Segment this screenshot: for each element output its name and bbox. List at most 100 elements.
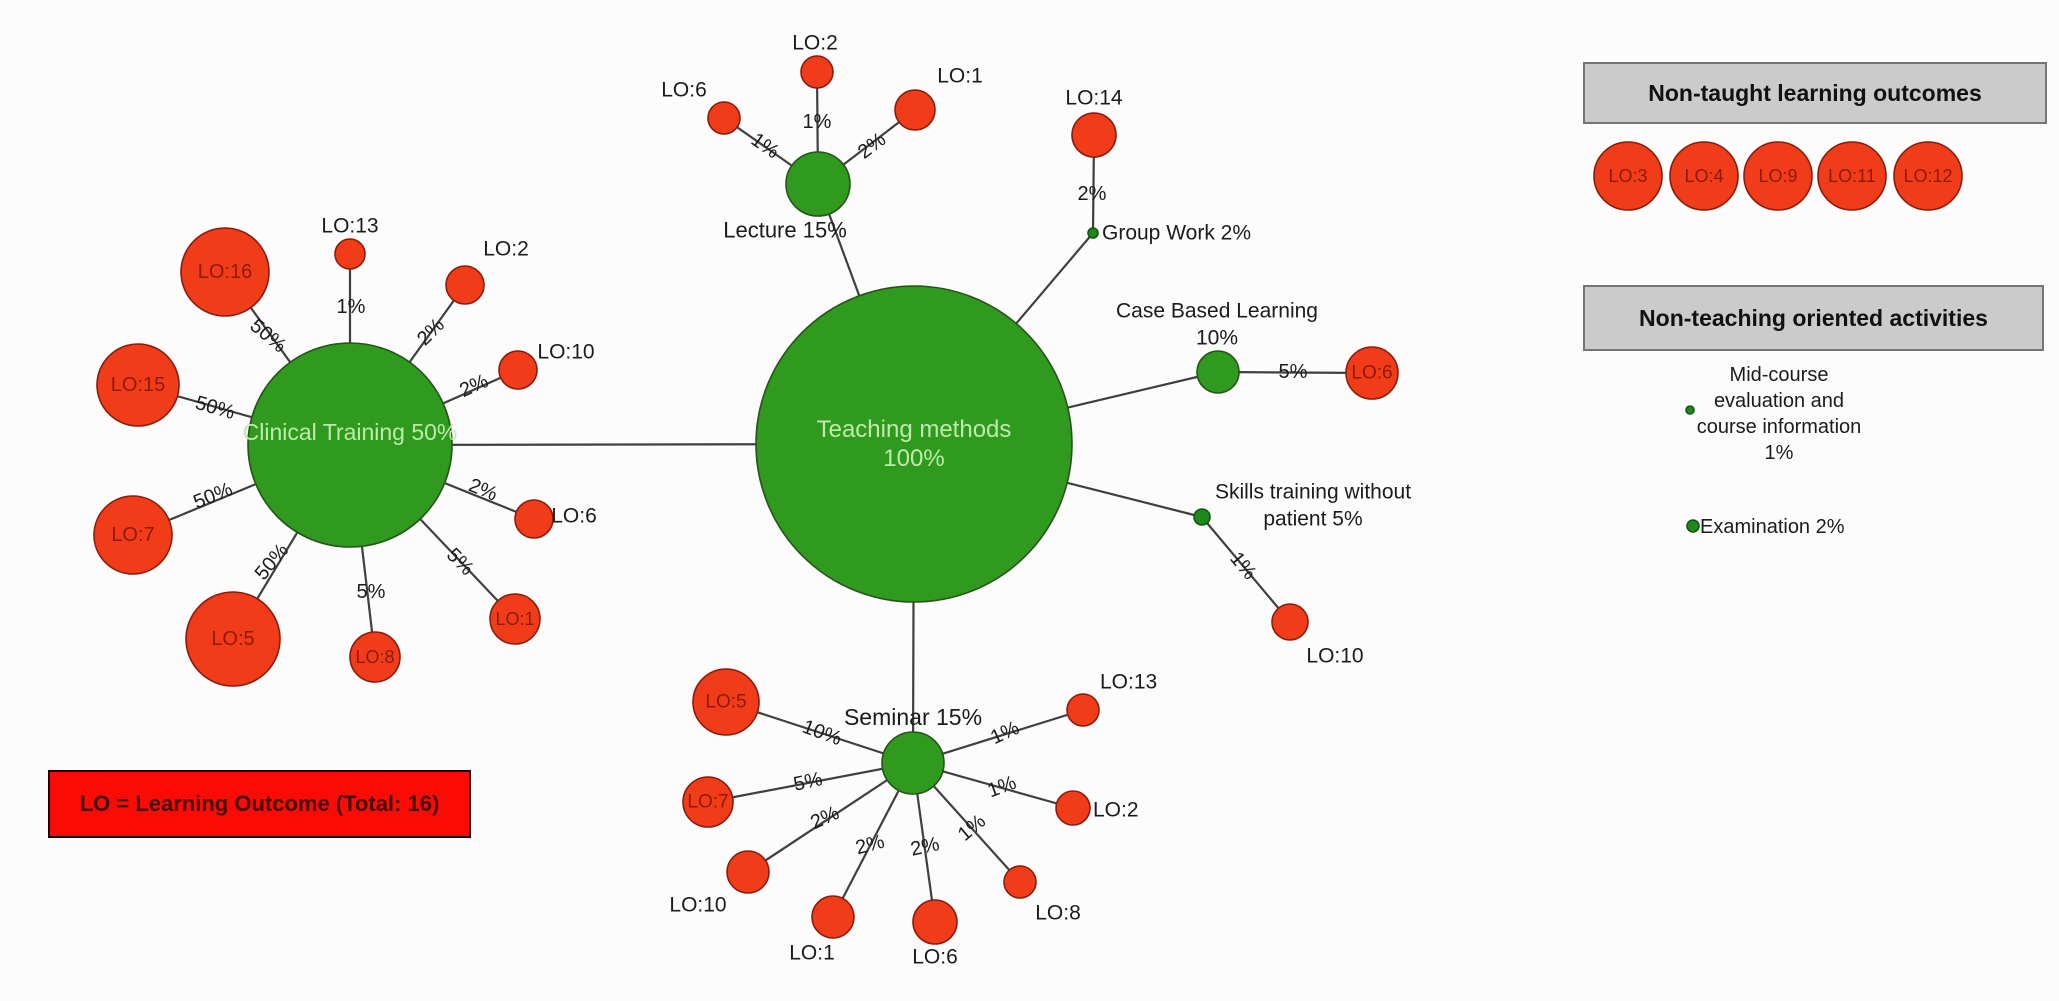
node-label-cli-lo13: LO:13: [321, 215, 378, 238]
node-sem-lo8: [1003, 865, 1037, 899]
edge-label-clinical-cli-lo7: 50%: [190, 478, 236, 513]
node-label-teaching-line2: 100%: [883, 445, 944, 472]
node-label-groupwork: Group Work 2%: [1102, 222, 1251, 245]
node-teaching: [755, 285, 1073, 603]
node-label-cli-lo16: LO:16: [198, 261, 252, 283]
node-label-lecture: Lecture 15%: [723, 218, 847, 243]
node-label-exam-dot: Examination 2%: [1700, 516, 1845, 538]
node-skills: [1193, 508, 1211, 526]
edge-label-clinical-cli-lo13: 1%: [337, 296, 366, 318]
node-label-lec-lo6: LO:6: [661, 79, 707, 102]
node-label-leg-lo9: LO:9: [1758, 166, 1797, 186]
edge-label-clinical-cli-lo8: 5%: [357, 581, 386, 603]
node-leg-lo9: [1743, 141, 1813, 211]
node-label-leg-lo3: LO:3: [1608, 166, 1647, 186]
node-label-seminar: Seminar 15%: [844, 704, 982, 730]
node-leg-lo4: [1669, 141, 1739, 211]
node-clinical: [247, 342, 453, 548]
node-label-sem-lo6: LO:6: [912, 946, 958, 969]
node-label-sem-lo1: LO:1: [789, 942, 835, 965]
node-label-midcourse-dot-line3: course information: [1697, 416, 1862, 438]
edge-label-clinical-cli-lo2: 2%: [413, 314, 449, 350]
node-lec-lo2: [800, 55, 834, 89]
edge-label-seminar-sem-lo7: 5%: [792, 768, 825, 796]
node-cli-lo15: [96, 343, 180, 427]
node-cli-lo5: [185, 591, 281, 687]
node-label-leg-lo12: LO:12: [1903, 166, 1952, 186]
legend-box-non-taught: Non-taught learning outcomes: [1583, 62, 2047, 124]
node-lec-lo1: [894, 89, 936, 131]
node-sem-lo2: [1055, 790, 1091, 826]
node-label-midcourse-dot-line1: Mid-course: [1730, 364, 1829, 386]
edge-label-seminar-sem-lo13: 1%: [987, 717, 1023, 749]
node-label-cli-lo1: LO:1: [495, 609, 534, 629]
node-label-teaching-line1: Teaching methods: [817, 416, 1012, 443]
node-sem-lo5: [692, 668, 760, 736]
node-label-midcourse-dot-line2: evaluation and: [1714, 390, 1844, 412]
edge-label-seminar-sem-lo2: 1%: [985, 772, 1020, 803]
node-groupwork: [1087, 227, 1099, 239]
edge-label-groupwork-lec-lo14: 2%: [1078, 183, 1107, 205]
node-label-sem-lo5: LO:5: [705, 692, 746, 713]
node-label-midcourse-dot-line4: 1%: [1765, 442, 1794, 464]
node-label-cli-lo6: LO:6: [551, 505, 597, 528]
node-lec-lo14: [1071, 112, 1117, 158]
node-label-cbl-line1: Case Based Learning: [1116, 300, 1318, 323]
node-label-cbl-lo6: LO:6: [1351, 363, 1392, 384]
node-sem-lo1: [811, 895, 855, 939]
node-sem-lo6: [912, 899, 958, 945]
node-exam-dot: [1686, 519, 1700, 533]
edge-label-clinical-cli-lo16: 50%: [246, 315, 291, 358]
node-label-skills-line1: Skills training without: [1215, 481, 1411, 504]
node-label-cli-lo15: LO:15: [111, 374, 165, 396]
edge-label-seminar-sem-lo1: 2%: [853, 831, 887, 860]
node-leg-lo12: [1893, 141, 1963, 211]
node-cli-lo6: [514, 499, 554, 539]
edge-label-seminar-sem-lo5: 10%: [799, 716, 844, 750]
node-lecture: [785, 151, 851, 217]
edge-seminar-sem-lo7: [707, 761, 914, 804]
node-midcourse-dot: [1685, 405, 1695, 415]
node-cli-lo7: [93, 495, 173, 575]
edge-seminar-sem-lo10: [747, 762, 914, 873]
node-label-lec-lo1: LO:1: [937, 65, 983, 88]
node-label-lec-lo2: LO:2: [792, 32, 838, 55]
node-cli-lo16: [180, 227, 270, 317]
node-cli-lo2: [445, 265, 485, 305]
node-label-cli-lo2: LO:2: [483, 238, 529, 261]
node-sem-lo10: [726, 850, 770, 894]
node-label-sem-lo2: LO:2: [1093, 799, 1139, 822]
node-sem-lo13: [1066, 693, 1100, 727]
edge-label-clinical-cli-lo5: 50%: [251, 539, 294, 584]
node-label-leg-lo4: LO:4: [1684, 166, 1723, 186]
node-leg-lo11: [1817, 141, 1887, 211]
node-label-cbl-line2: 10%: [1196, 327, 1238, 350]
node-label-ski-lo10: LO:10: [1306, 645, 1363, 668]
node-leg-lo3: [1593, 141, 1663, 211]
node-label-cli-lo10: LO:10: [537, 341, 594, 364]
node-label-sem-lo10: LO:10: [669, 894, 726, 917]
legend-title-non-taught: Non-taught learning outcomes: [1648, 79, 1982, 106]
node-sem-lo7: [682, 776, 734, 828]
node-cli-lo1: [489, 593, 541, 645]
node-ski-lo10: [1271, 603, 1309, 641]
edge-label-skills-ski-lo10: 1%: [1225, 548, 1261, 584]
edge-label-seminar-sem-lo6: 2%: [909, 833, 942, 861]
node-label-cli-lo8: LO:8: [355, 647, 394, 667]
node-label-cli-lo5: LO:5: [211, 628, 254, 650]
node-label-skills-line2: patient 5%: [1263, 508, 1362, 531]
edge-label-lecture-lec-lo6: 1%: [747, 129, 783, 164]
node-seminar: [881, 731, 945, 795]
node-label-leg-lo11: LO:11: [1828, 166, 1876, 186]
edge-skills-ski-lo10: [1201, 516, 1291, 623]
legend-title-non-teaching: Non-teaching oriented activities: [1639, 304, 1988, 331]
node-cli-lo8: [349, 631, 401, 683]
node-label-sem-lo13: LO:13: [1100, 671, 1157, 694]
edge-label-lecture-lec-lo2: 1%: [803, 111, 832, 133]
node-lec-lo6: [707, 101, 741, 135]
lo-definition-text: LO = Learning Outcome (Total: 16): [79, 791, 440, 816]
legend-box-non-teaching: Non-teaching oriented activities: [1583, 285, 2044, 351]
edge-label-clinical-cli-lo10: 2%: [456, 370, 492, 402]
